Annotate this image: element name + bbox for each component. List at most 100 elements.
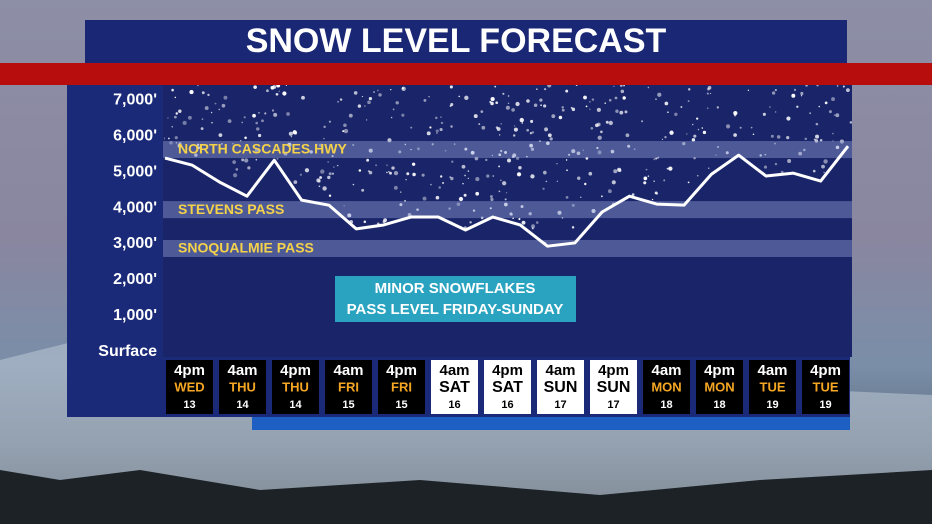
snow-dot <box>258 111 260 114</box>
snow-dot <box>404 200 406 202</box>
snow-dot <box>232 143 234 145</box>
snow-dot <box>495 101 499 105</box>
time-label: 4pm <box>386 362 417 379</box>
snow-dot <box>507 95 510 97</box>
date-label: 16 <box>448 399 460 411</box>
snow-dot <box>504 202 508 207</box>
snow-dot <box>543 104 547 108</box>
snow-dot <box>218 133 223 137</box>
snow-dot <box>706 107 709 110</box>
snow-dot <box>187 115 192 120</box>
snow-dot <box>585 157 589 160</box>
snow-dot <box>489 100 492 104</box>
snow-dot <box>189 90 194 95</box>
snow-dot <box>439 127 443 132</box>
snow-dot <box>686 133 688 135</box>
snow-dot <box>596 107 601 112</box>
snow-dot <box>252 113 256 118</box>
snow-dot <box>668 166 673 171</box>
snow-dot <box>796 105 799 108</box>
snow-dot <box>551 114 556 119</box>
snow-dot <box>440 116 442 118</box>
snow-dot <box>530 174 535 179</box>
snow-dot <box>531 131 535 134</box>
snow-dot <box>232 160 236 164</box>
snow-dot <box>426 131 431 136</box>
snow-dot <box>526 155 528 158</box>
snow-dot <box>290 136 293 138</box>
snow-dot <box>588 171 593 176</box>
date-label: 15 <box>342 399 354 411</box>
snow-dot <box>357 104 362 108</box>
time-box <box>590 360 637 414</box>
y-tick-label: 3,000' <box>113 235 157 252</box>
snow-dot <box>526 128 530 132</box>
snow-dot <box>787 159 792 164</box>
snow-dot <box>283 151 288 156</box>
snow-dot <box>204 106 209 111</box>
snow-dot <box>348 113 353 118</box>
snow-dot <box>693 134 697 138</box>
snow-dot <box>805 85 808 87</box>
snow-dot <box>318 185 321 188</box>
snow-dot <box>235 168 239 171</box>
snow-dot <box>570 106 573 109</box>
annotation-text: PASS LEVEL FRIDAY-SUNDAY <box>347 301 564 318</box>
snow-dot <box>582 149 585 152</box>
snow-dot <box>521 122 524 124</box>
snow-dot <box>752 133 755 135</box>
day-label: THU <box>282 379 309 394</box>
snow-dot <box>566 169 568 172</box>
snow-dot <box>448 207 451 210</box>
snow-dot <box>565 89 569 93</box>
snow-dot <box>207 93 210 97</box>
snow-dot <box>343 128 349 134</box>
snow-dot <box>491 154 493 157</box>
snow-dot <box>565 159 568 161</box>
snow-dot <box>600 130 603 134</box>
date-label: 14 <box>289 399 302 411</box>
time-box <box>166 360 213 414</box>
snow-dot <box>557 210 562 215</box>
snow-dot <box>666 167 669 170</box>
snow-dot <box>622 96 626 100</box>
snow-dot <box>322 186 327 191</box>
annotation-box <box>335 276 576 322</box>
snow-dot <box>608 120 613 126</box>
pass-label: SNOQUALMIE PASS <box>178 240 314 256</box>
y-tick-label: Surface <box>98 343 157 360</box>
snow-dot <box>505 105 510 110</box>
snow-dot <box>687 181 690 184</box>
snow-dot <box>352 183 355 186</box>
snow-dot <box>655 98 657 100</box>
snow-dot <box>643 181 647 185</box>
day-label: TUE <box>760 379 786 394</box>
snow-dot <box>227 119 232 123</box>
snow-dot <box>518 217 521 221</box>
snow-level-line <box>164 145 850 248</box>
snow-dot <box>653 180 655 182</box>
snow-dot <box>667 111 669 114</box>
time-box <box>219 360 266 414</box>
snow-dot <box>404 143 407 146</box>
snow-dot <box>435 116 438 120</box>
time-label: 4pm <box>174 362 205 379</box>
snow-dot <box>169 141 173 145</box>
snow-dot <box>565 195 569 199</box>
snow-dot <box>438 186 441 189</box>
snow-dot <box>800 95 803 97</box>
snow-dot <box>835 145 840 150</box>
snow-dot <box>171 88 174 92</box>
snow-dot <box>631 193 635 196</box>
date-label: 13 <box>183 399 195 411</box>
snow-dot <box>383 218 388 223</box>
snow-dot <box>774 111 777 113</box>
snow-dot <box>515 101 520 107</box>
snow-dot <box>275 92 279 96</box>
snow-dot <box>331 155 334 158</box>
snow-dot <box>664 101 669 106</box>
snow-dot <box>328 120 331 123</box>
snow-dot <box>696 117 699 120</box>
date-label: 19 <box>819 399 831 411</box>
snow-dot <box>529 143 533 148</box>
